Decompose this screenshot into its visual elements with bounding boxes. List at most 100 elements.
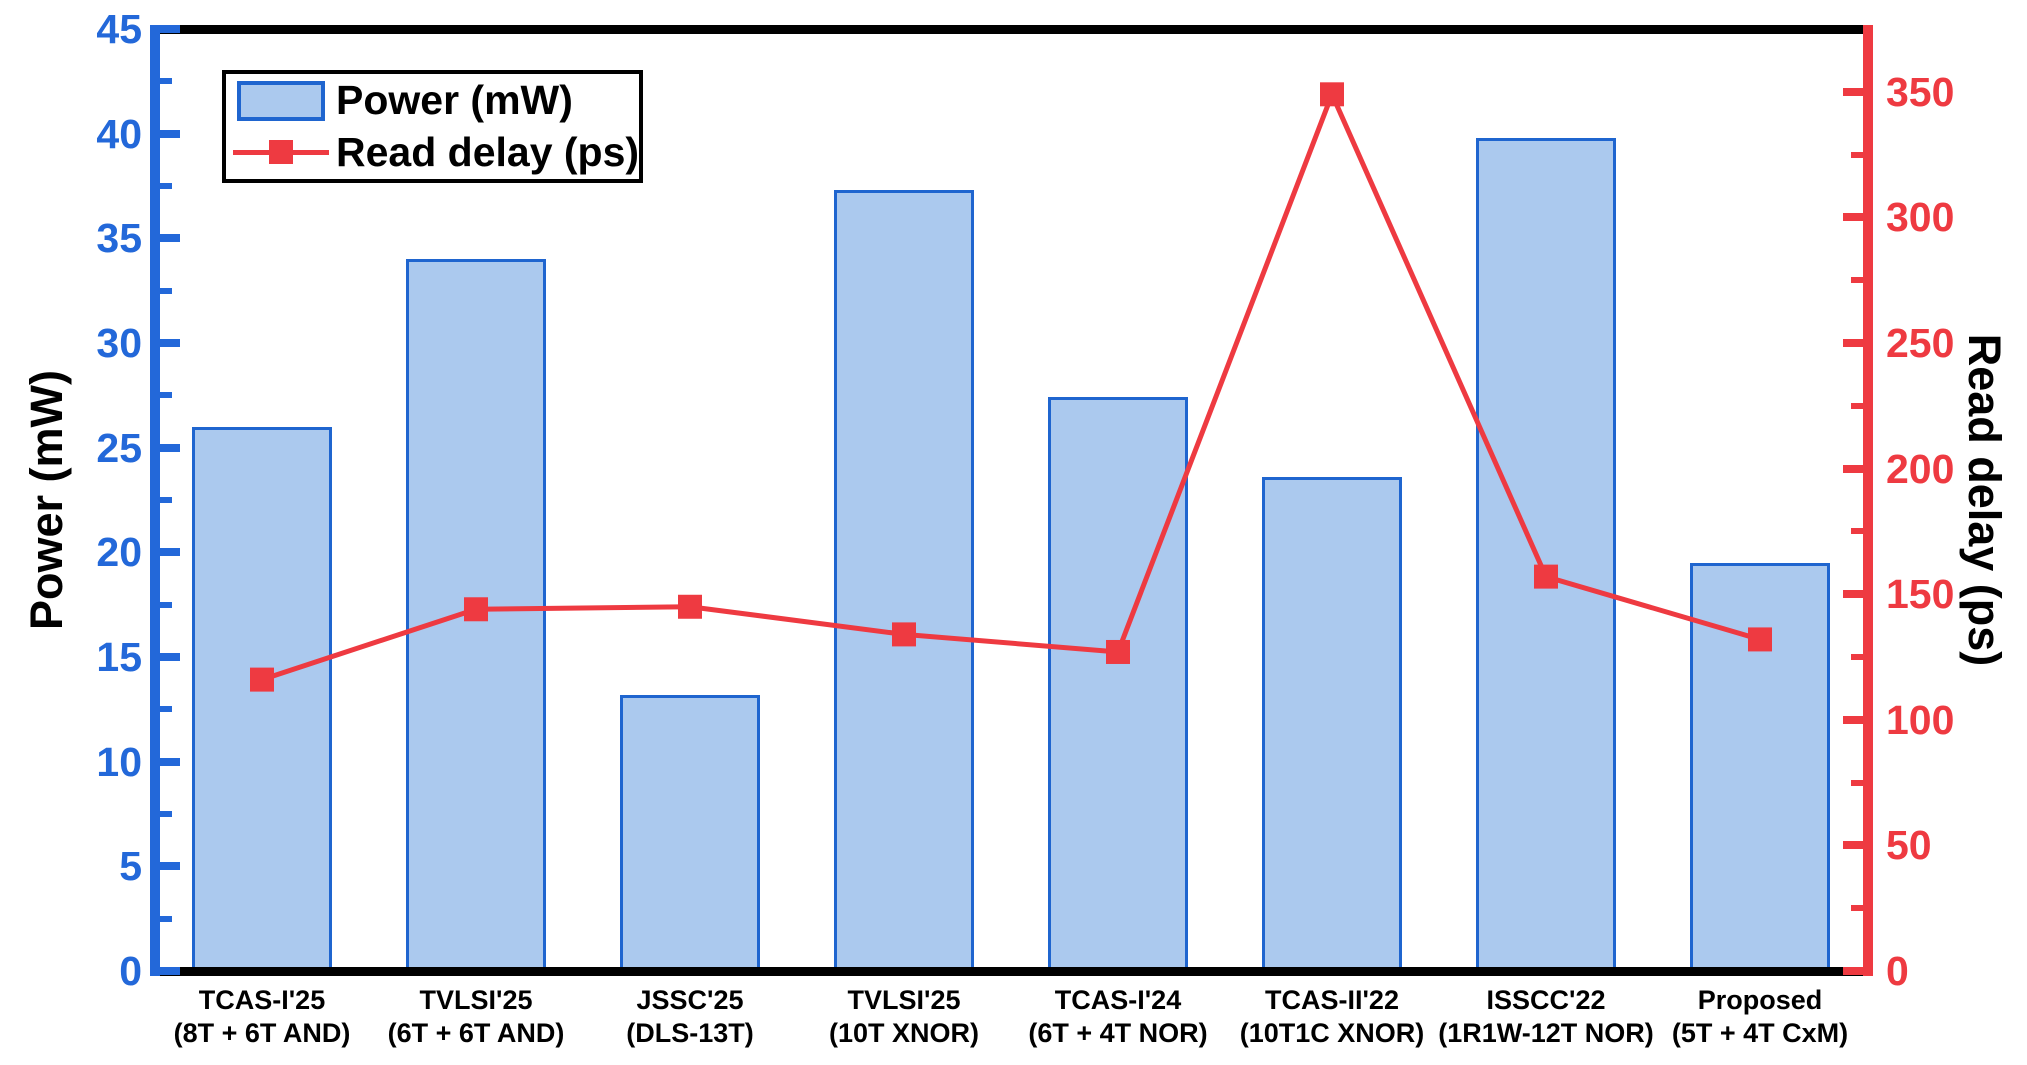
power-bar[interactable]: [1262, 476, 1402, 975]
plot-border-bottom: [160, 967, 1863, 976]
left-axis-minor-tick: [160, 601, 172, 608]
left-axis-tick-label: 35: [96, 215, 142, 262]
read-delay-marker[interactable]: [250, 667, 274, 692]
legend: Power (mW) Read delay (ps): [222, 70, 643, 183]
right-axis-minor-tick: [1851, 905, 1863, 912]
left-axis-tick-label: 45: [96, 6, 142, 52]
right-axis-tick-label: 150: [1886, 571, 1955, 618]
power-bar[interactable]: [192, 426, 332, 975]
left-axis-minor-tick: [160, 183, 172, 189]
category-line1: TCAS-II'22: [1265, 985, 1399, 1015]
left-axis-tick-label: 0: [119, 948, 142, 994]
right-axis-title: Read delay (ps): [1959, 333, 2010, 667]
x-axis-category-label: TCAS-I'25 (8T + 6T AND): [112, 984, 412, 1050]
x-axis-category-label: TCAS-I'24 (6T + 4T NOR): [968, 984, 1268, 1050]
read-delay-marker[interactable]: [1320, 82, 1344, 107]
category-line2: (6T + 4T NOR): [1028, 1018, 1208, 1048]
right-axis-major-tick: [1843, 87, 1863, 96]
category-line1: TVLSI'25: [847, 985, 961, 1015]
read-delay-line-swatch: [226, 140, 336, 165]
left-axis-major-tick: [160, 967, 180, 975]
left-axis-major-tick: [160, 443, 180, 452]
category-line2: (DLS-13T): [626, 1018, 754, 1048]
legend-entry-power[interactable]: Power (mW): [226, 76, 639, 126]
right-axis-major-tick: [1843, 464, 1863, 473]
right-axis-tick-label: 100: [1886, 696, 1955, 743]
plot-border-top: [160, 25, 1863, 34]
right-axis-major-tick: [1843, 715, 1863, 724]
x-axis-category-label: TVLSI'25 (10T XNOR): [754, 984, 1054, 1050]
legend-label-read-delay: Read delay (ps): [336, 128, 640, 175]
left-axis-tick-label: 10: [96, 738, 142, 785]
left-axis-tick-label: 15: [96, 634, 142, 680]
right-axis-line: [1863, 25, 1873, 976]
category-line2: (8T + 6T AND): [173, 1018, 351, 1048]
legend-label-power: Power (mW): [336, 77, 573, 124]
category-line1: TVLSI'25: [419, 985, 533, 1015]
right-axis-major-tick: [1843, 213, 1863, 222]
read-delay-line[interactable]: [261, 87, 1761, 682]
right-axis-minor-tick: [1851, 528, 1863, 535]
right-axis-minor-tick: [1851, 402, 1863, 409]
left-axis-major-tick: [160, 653, 180, 661]
left-axis-tick-label: 5: [119, 843, 142, 890]
right-axis-tick-label: 350: [1886, 68, 1955, 115]
right-axis-tick-label: 50: [1886, 822, 1932, 869]
right-axis-tick-label: 200: [1886, 445, 1955, 492]
left-axis-tick-label: 20: [96, 529, 142, 576]
left-axis-minor-tick: [160, 811, 172, 817]
category-line2: (5T + 4T CxM): [1671, 1018, 1849, 1048]
category-line1: TCAS-I'25: [198, 985, 326, 1015]
left-axis-title: Power (mW): [21, 369, 72, 631]
category-line1: Proposed: [1697, 985, 1823, 1015]
category-line2: (10T XNOR): [828, 1018, 980, 1048]
left-axis-major-tick: [160, 25, 180, 33]
category-line2: (10T1C XNOR): [1239, 1018, 1425, 1048]
left-axis-minor-tick: [160, 915, 172, 922]
right-axis-minor-tick: [1851, 779, 1863, 786]
left-axis-minor-tick: [160, 706, 172, 713]
left-axis-minor-tick: [160, 287, 172, 294]
right-axis-minor-tick: [1851, 151, 1863, 158]
right-axis-tick-label: 300: [1886, 194, 1955, 241]
right-axis-major-tick: [1843, 967, 1863, 975]
x-axis-category-label: TCAS-II'22 (10T1C XNOR): [1182, 984, 1482, 1050]
category-line2: (6T + 6T AND): [387, 1018, 565, 1048]
read-delay-marker[interactable]: [892, 622, 916, 647]
power-bar[interactable]: [834, 190, 974, 975]
right-axis-minor-tick: [1851, 654, 1863, 660]
x-axis-category-label: ISSCC'22 (1R1W-12T NOR): [1396, 984, 1696, 1050]
legend-entry-read-delay[interactable]: Read delay (ps): [226, 127, 639, 177]
power-bar-swatch: [226, 80, 336, 121]
category-line1: ISSCC'22: [1486, 985, 1606, 1015]
read-delay-marker[interactable]: [1748, 627, 1772, 652]
left-axis-major-tick: [160, 129, 180, 138]
x-axis-category-label: JSSC'25 (DLS-13T): [540, 984, 840, 1050]
read-delay-marker[interactable]: [1106, 639, 1130, 664]
left-axis-major-tick: [160, 339, 180, 347]
left-axis-minor-tick: [160, 78, 172, 85]
right-axis-major-tick: [1843, 339, 1863, 347]
category-line2: (1R1W-12T NOR): [1438, 1018, 1654, 1048]
left-axis-major-tick: [160, 548, 180, 557]
left-axis-tick-label: 40: [96, 110, 142, 157]
power-bar[interactable]: [1476, 137, 1616, 975]
read-delay-marker[interactable]: [678, 594, 702, 619]
category-line1: TCAS-I'24: [1054, 985, 1182, 1015]
power-bar[interactable]: [1048, 397, 1188, 975]
left-axis-minor-tick: [160, 392, 172, 399]
right-axis-major-tick: [1843, 841, 1863, 850]
right-axis-tick-label: 0: [1886, 948, 1909, 994]
category-line1: JSSC'25: [636, 985, 744, 1015]
left-axis-tick-label: 25: [96, 424, 142, 471]
right-axis-major-tick: [1843, 590, 1863, 599]
left-axis-major-tick: [160, 862, 180, 871]
read-delay-marker[interactable]: [464, 597, 488, 622]
left-axis-major-tick: [160, 234, 180, 243]
left-axis-major-tick: [160, 757, 180, 766]
left-axis-line: [150, 25, 160, 976]
read-delay-marker[interactable]: [1534, 564, 1558, 589]
x-axis-category-label: TVLSI'25 (6T + 6T AND): [326, 984, 626, 1050]
